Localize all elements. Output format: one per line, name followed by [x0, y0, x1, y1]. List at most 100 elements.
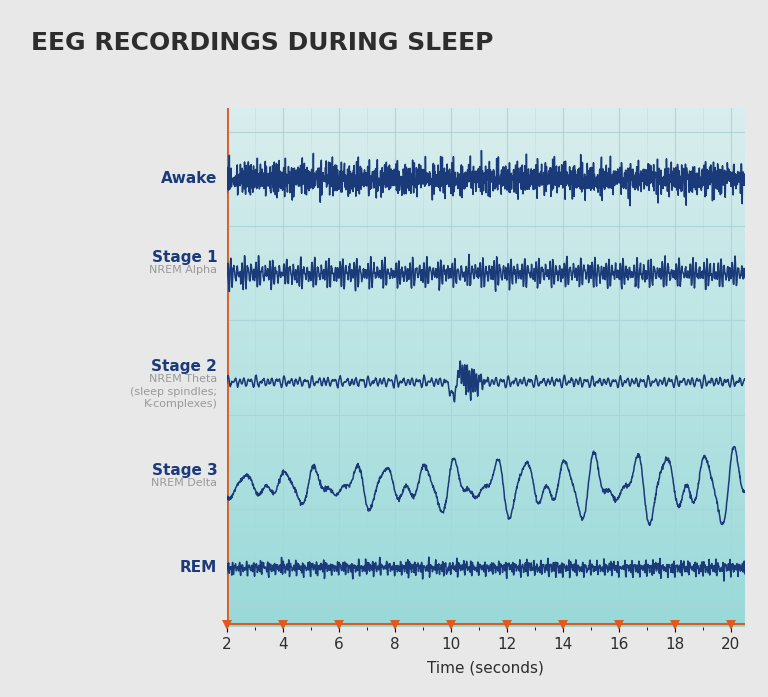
Bar	[227, 478, 745, 482]
Bar	[227, 424, 745, 427]
Bar	[227, 247, 745, 251]
Bar	[227, 341, 745, 344]
Bar	[227, 452, 745, 456]
Text: EEG RECORDINGS DURING SLEEP: EEG RECORDINGS DURING SLEEP	[31, 31, 493, 55]
Bar	[227, 185, 745, 188]
Bar	[227, 421, 745, 424]
Bar	[227, 208, 745, 212]
Bar	[227, 434, 745, 438]
Bar	[227, 302, 745, 305]
Bar	[227, 317, 745, 321]
Bar	[227, 590, 745, 594]
Bar	[227, 499, 745, 503]
Bar	[227, 164, 745, 168]
Bar	[227, 463, 745, 466]
Bar	[227, 403, 745, 406]
Bar	[227, 289, 745, 292]
Bar	[227, 592, 745, 596]
Bar	[227, 216, 745, 220]
Bar	[227, 351, 745, 355]
Bar	[227, 398, 745, 401]
Bar	[227, 419, 745, 422]
Bar	[227, 447, 745, 451]
Bar	[227, 172, 745, 176]
Bar	[227, 618, 745, 622]
Bar	[227, 201, 745, 204]
Bar	[227, 291, 745, 295]
Bar	[227, 136, 745, 139]
Bar	[227, 574, 745, 578]
Bar	[227, 344, 745, 347]
Bar	[227, 595, 745, 599]
Bar	[227, 458, 745, 461]
Bar	[227, 543, 745, 547]
Bar	[227, 307, 745, 311]
Bar	[227, 455, 745, 459]
Bar	[227, 234, 745, 238]
Bar	[227, 112, 745, 116]
Bar	[227, 276, 745, 279]
Bar	[227, 333, 745, 337]
Bar	[227, 600, 745, 604]
Bar	[227, 369, 745, 373]
Bar	[227, 320, 745, 323]
Bar	[227, 231, 745, 236]
Text: (sleep spindles;: (sleep spindles;	[131, 387, 217, 397]
X-axis label: Time (seconds): Time (seconds)	[427, 660, 545, 675]
Bar	[227, 219, 745, 222]
Bar	[227, 533, 745, 537]
Bar	[227, 245, 745, 248]
Bar	[227, 250, 745, 254]
Bar	[227, 364, 745, 368]
Bar	[227, 359, 745, 362]
Bar	[227, 278, 745, 282]
Bar	[227, 505, 745, 508]
Bar	[227, 577, 745, 581]
Bar	[227, 338, 745, 342]
Bar	[227, 491, 745, 495]
Bar	[227, 211, 745, 215]
Bar	[227, 177, 745, 181]
Bar	[227, 174, 745, 178]
Bar	[227, 624, 745, 627]
Bar	[227, 263, 745, 266]
Bar	[227, 203, 745, 207]
Bar	[227, 115, 745, 118]
Bar	[227, 354, 745, 358]
Bar	[227, 305, 745, 308]
Bar	[227, 284, 745, 287]
Bar	[227, 315, 745, 319]
Bar	[227, 486, 745, 490]
Bar	[227, 125, 745, 129]
Bar	[227, 180, 745, 183]
Bar	[227, 144, 745, 147]
Bar	[227, 252, 745, 256]
Bar	[227, 273, 745, 277]
Bar	[227, 608, 745, 612]
Bar	[227, 297, 745, 300]
Bar	[227, 569, 745, 573]
Bar	[227, 466, 745, 469]
Bar	[227, 551, 745, 555]
Bar	[227, 227, 745, 230]
Bar	[227, 538, 745, 542]
Text: Stage 1: Stage 1	[152, 250, 217, 266]
Bar	[227, 473, 745, 477]
Bar	[227, 549, 745, 552]
Bar	[227, 385, 745, 388]
Bar	[227, 294, 745, 298]
Bar	[227, 621, 745, 625]
Bar	[227, 510, 745, 513]
Bar	[227, 374, 745, 378]
Bar	[227, 240, 745, 243]
Text: K-complexes): K-complexes)	[144, 399, 217, 409]
Bar	[227, 299, 745, 302]
Text: Stage 2: Stage 2	[151, 359, 217, 374]
Bar	[227, 392, 745, 396]
Bar	[227, 159, 745, 162]
Bar	[227, 268, 745, 272]
Text: NREM Alpha: NREM Alpha	[149, 266, 217, 275]
Bar	[227, 224, 745, 227]
Bar	[227, 187, 745, 191]
Bar	[227, 372, 745, 376]
